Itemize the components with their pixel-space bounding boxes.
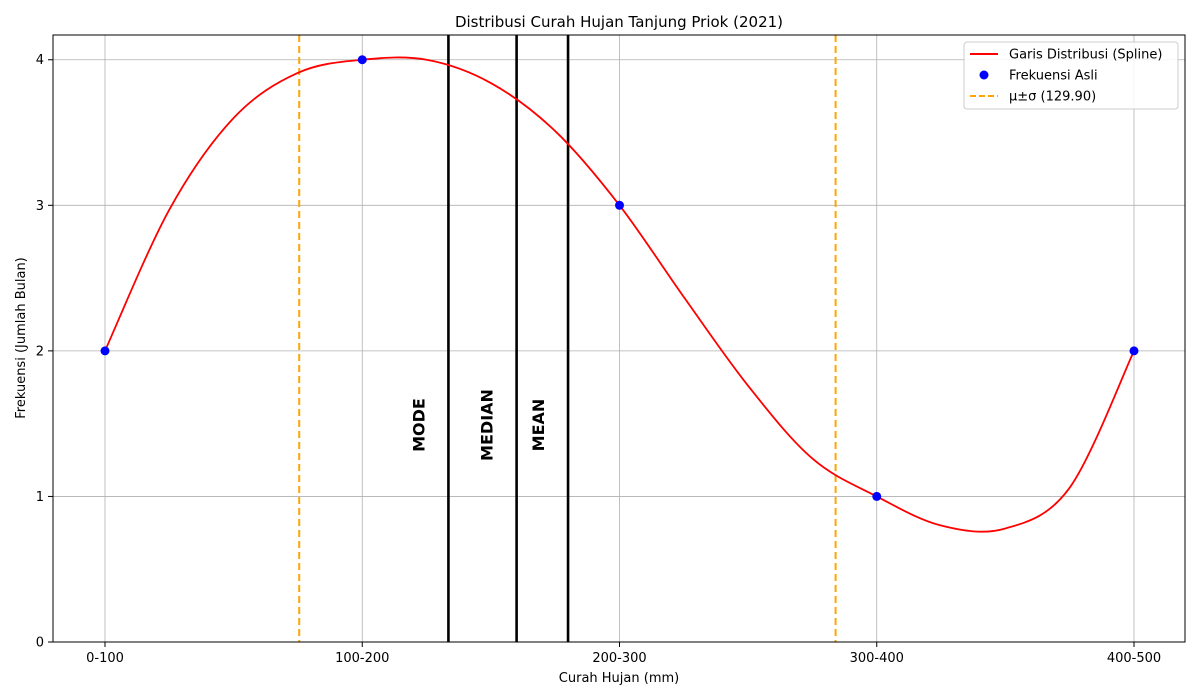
y-axis-label: Frekuensi (Jumlah Bulan) bbox=[14, 257, 29, 419]
series-layer bbox=[100, 35, 1139, 642]
y-tick-label: 1 bbox=[36, 490, 44, 505]
reference-label-median: MEDIAN bbox=[478, 389, 497, 461]
legend: Garis Distribusi (Spline) Frekuensi Asli μ… bbox=[963, 41, 1179, 110]
reference-label-mode: MODE bbox=[409, 398, 428, 452]
y-tick-label: 4 bbox=[36, 53, 44, 68]
grid bbox=[53, 35, 1185, 643]
legend-label: Frekuensi Asli bbox=[1009, 69, 1098, 84]
reference-lines: MODE MEDIAN MEAN bbox=[409, 35, 570, 642]
frequency-point bbox=[357, 55, 367, 65]
frequency-point bbox=[100, 346, 110, 356]
reference-label-mean: MEAN bbox=[529, 399, 548, 452]
axis-ticks: 0-100 100-200 200-300 300-400 400-500 0 1 2 3 4 bbox=[36, 53, 1161, 666]
x-axis-label: Curah Hujan (mm) bbox=[559, 671, 679, 686]
chart-title: Distribusi Curah Hujan Tanjung Priok (20… bbox=[455, 13, 783, 31]
frequency-point bbox=[872, 491, 882, 501]
legend-label: Garis Distribusi (Spline) bbox=[1009, 48, 1162, 63]
x-tick-label: 400-500 bbox=[1107, 651, 1161, 666]
x-tick-label: 100-200 bbox=[335, 651, 389, 666]
y-tick-label: 0 bbox=[36, 636, 44, 651]
y-tick-label: 3 bbox=[36, 199, 44, 214]
legend-swatch-point bbox=[979, 70, 989, 80]
x-tick-label: 200-300 bbox=[592, 651, 646, 666]
x-tick-label: 300-400 bbox=[850, 651, 904, 666]
plot-frame bbox=[52, 34, 1186, 643]
frequency-point bbox=[615, 200, 624, 210]
legend-box bbox=[963, 41, 1179, 110]
x-tick-label: 0-100 bbox=[86, 651, 124, 666]
legend-label: μ±σ (129.90) bbox=[1009, 90, 1096, 105]
frequency-point bbox=[1129, 346, 1139, 356]
y-tick-label: 2 bbox=[36, 344, 44, 359]
